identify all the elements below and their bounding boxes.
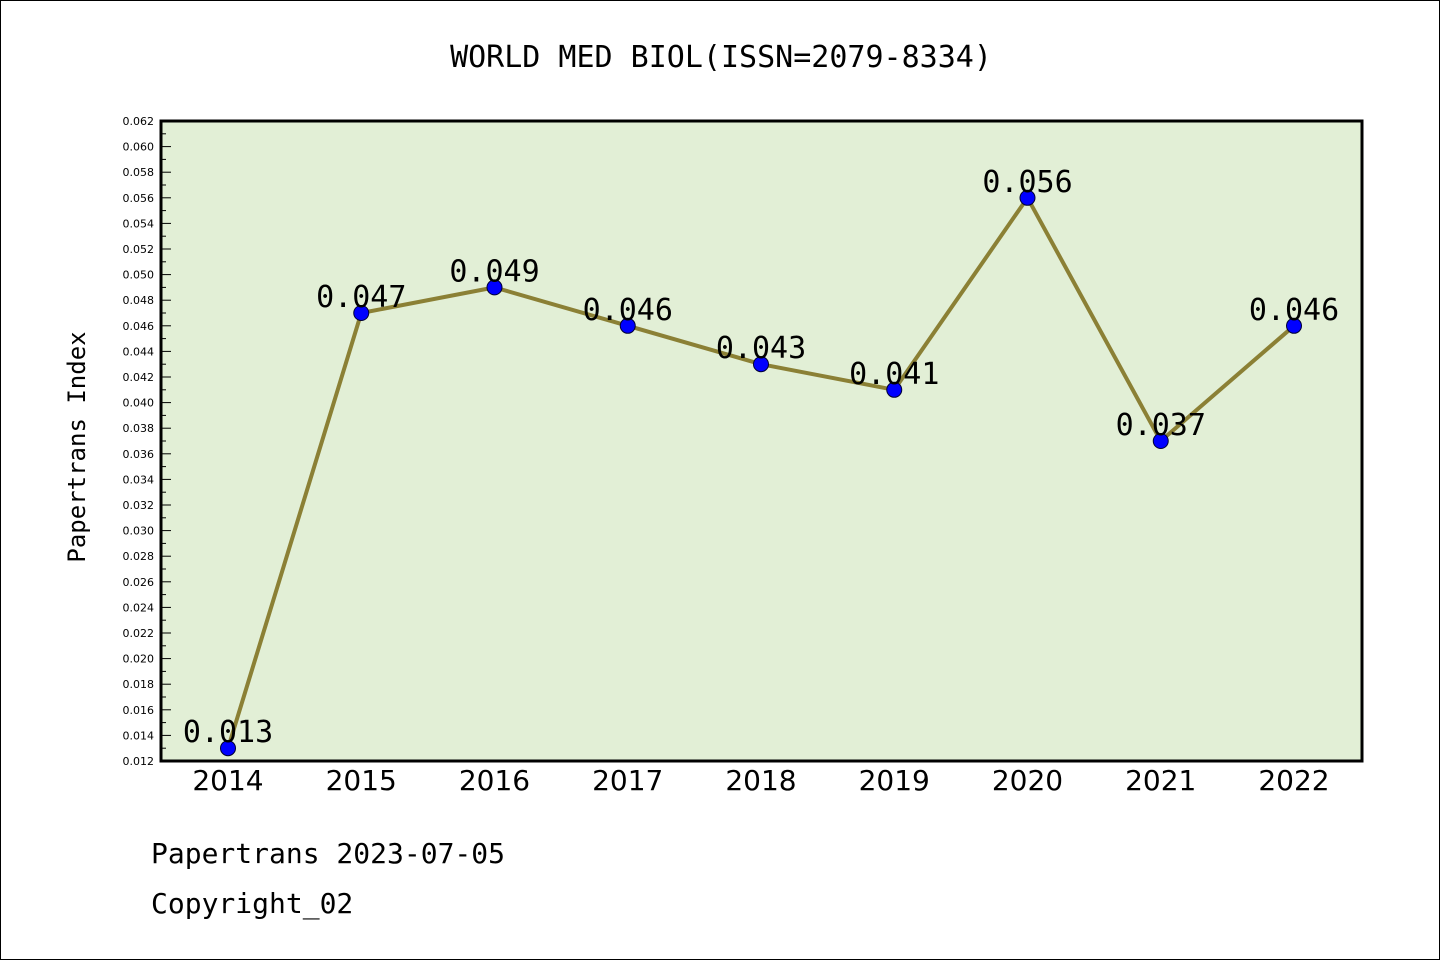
y-tick-label: 0.034 <box>123 473 155 486</box>
y-tick-label: 0.028 <box>123 550 155 563</box>
data-point <box>1286 317 1302 334</box>
y-tick-label: 0.048 <box>123 294 155 307</box>
plot-border <box>159 119 1364 763</box>
y-axis: 0.012 0.014 0.016 0.018 0.020 0.022 0.024 0.026… <box>123 115 171 768</box>
y-tick-label: 0.038 <box>123 422 155 435</box>
data-label: 0.041 <box>849 357 939 392</box>
y-tick-label: 0.022 <box>123 627 155 640</box>
chart-title: WORLD MED BIOL(ISSN=2079-8334) <box>450 40 992 75</box>
y-tick-label: 0.040 <box>123 397 155 410</box>
y-tick-label: 0.060 <box>123 141 155 154</box>
y-tick-label: 0.046 <box>123 320 155 333</box>
data-point <box>353 305 370 321</box>
y-tick-label: 0.014 <box>123 729 155 742</box>
data-point <box>886 381 903 398</box>
x-axis: 2014 2015 2016 2017 2018 2019 2020 2021 2022 <box>192 764 1329 797</box>
data-label: 0.037 <box>1116 408 1206 443</box>
data-point <box>619 317 636 334</box>
y-tick-label: 0.020 <box>123 653 155 666</box>
data-label: 0.013 <box>183 715 273 750</box>
y-tick-label: 0.052 <box>123 243 155 256</box>
data-label: 0.047 <box>316 280 406 315</box>
x-tick-label: 2018 <box>725 764 796 797</box>
y-tick-label: 0.058 <box>123 166 155 179</box>
y-tick-label: 0.012 <box>123 755 155 768</box>
data-labels: 0.013 0.047 0.049 0.046 0.043 0.041 0.056 0.037… <box>183 165 1339 750</box>
y-tick-label: 0.032 <box>123 499 155 512</box>
x-tick-label: 2015 <box>326 764 397 797</box>
y-tick-label: 0.036 <box>123 448 155 461</box>
footer-date: Papertrans 2023-07-05 <box>151 837 506 870</box>
data-label: 0.046 <box>583 293 673 328</box>
y-tick-label: 0.062 <box>123 115 155 128</box>
y-axis-label: Papertrans Index <box>63 331 91 562</box>
series-markers <box>220 189 1302 757</box>
data-point <box>1019 189 1036 206</box>
y-tick-label: 0.018 <box>123 678 155 691</box>
x-tick-label: 2017 <box>592 764 663 797</box>
footer-copyright: Copyright_02 <box>151 887 354 920</box>
y-tick-label: 0.042 <box>123 371 155 384</box>
data-label: 0.046 <box>1249 293 1339 328</box>
data-label: 0.049 <box>449 254 539 289</box>
data-point <box>1152 433 1169 449</box>
y-tick-label: 0.054 <box>123 217 155 230</box>
x-tick-label: 2020 <box>992 764 1063 797</box>
data-point <box>220 740 236 757</box>
y-tick-label: 0.044 <box>123 345 155 358</box>
y-tick-label: 0.030 <box>123 525 155 538</box>
y-tick-label: 0.056 <box>123 192 155 205</box>
y-tick-label: 0.050 <box>123 269 155 282</box>
x-tick-label: 2021 <box>1125 764 1196 797</box>
y-tick-label: 0.024 <box>123 601 155 614</box>
x-tick-label: 2016 <box>459 764 530 797</box>
data-point <box>486 279 503 296</box>
y-tick-label: 0.016 <box>123 704 155 717</box>
data-label: 0.056 <box>982 165 1072 200</box>
y-tick-label: 0.026 <box>123 576 155 589</box>
x-tick-label: 2022 <box>1258 764 1329 797</box>
data-label: 0.043 <box>716 331 806 366</box>
data-point <box>753 356 769 373</box>
x-tick-label: 2014 <box>192 764 263 797</box>
x-tick-label: 2019 <box>859 764 930 797</box>
